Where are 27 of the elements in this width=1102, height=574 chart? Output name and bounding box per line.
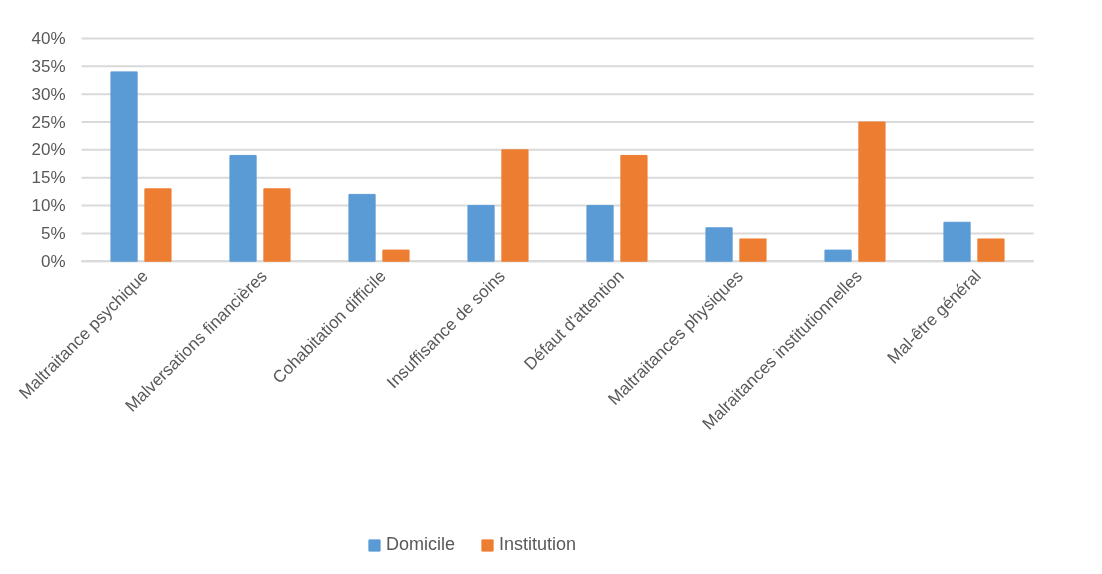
- bar: [263, 188, 291, 262]
- bar: [382, 249, 410, 262]
- y-tick-label: 10%: [31, 196, 66, 216]
- bar: [144, 188, 172, 262]
- bar: [824, 249, 852, 262]
- bar: [977, 238, 1005, 262]
- y-tick-label: 20%: [31, 140, 66, 160]
- bar: [586, 205, 614, 262]
- bar: [501, 149, 529, 262]
- y-tick-label: 15%: [31, 168, 66, 188]
- y-tick-label: 0%: [40, 251, 66, 271]
- y-tick-label: 35%: [31, 56, 66, 76]
- legend-label: Domicile: [386, 534, 456, 555]
- y-tick-label: 30%: [31, 84, 66, 104]
- bar: [705, 227, 733, 262]
- y-tick-label: 40%: [31, 28, 66, 48]
- legend-label: Institution: [499, 534, 577, 555]
- y-tick-label: 5%: [40, 223, 66, 243]
- bar: [229, 154, 257, 262]
- bar: [620, 154, 648, 262]
- bar: [467, 205, 495, 262]
- bar: [943, 221, 971, 262]
- y-tick-label: 25%: [31, 112, 66, 132]
- bar: [110, 71, 138, 262]
- bar: [858, 121, 886, 262]
- bar: [348, 193, 376, 262]
- bar: [739, 238, 767, 262]
